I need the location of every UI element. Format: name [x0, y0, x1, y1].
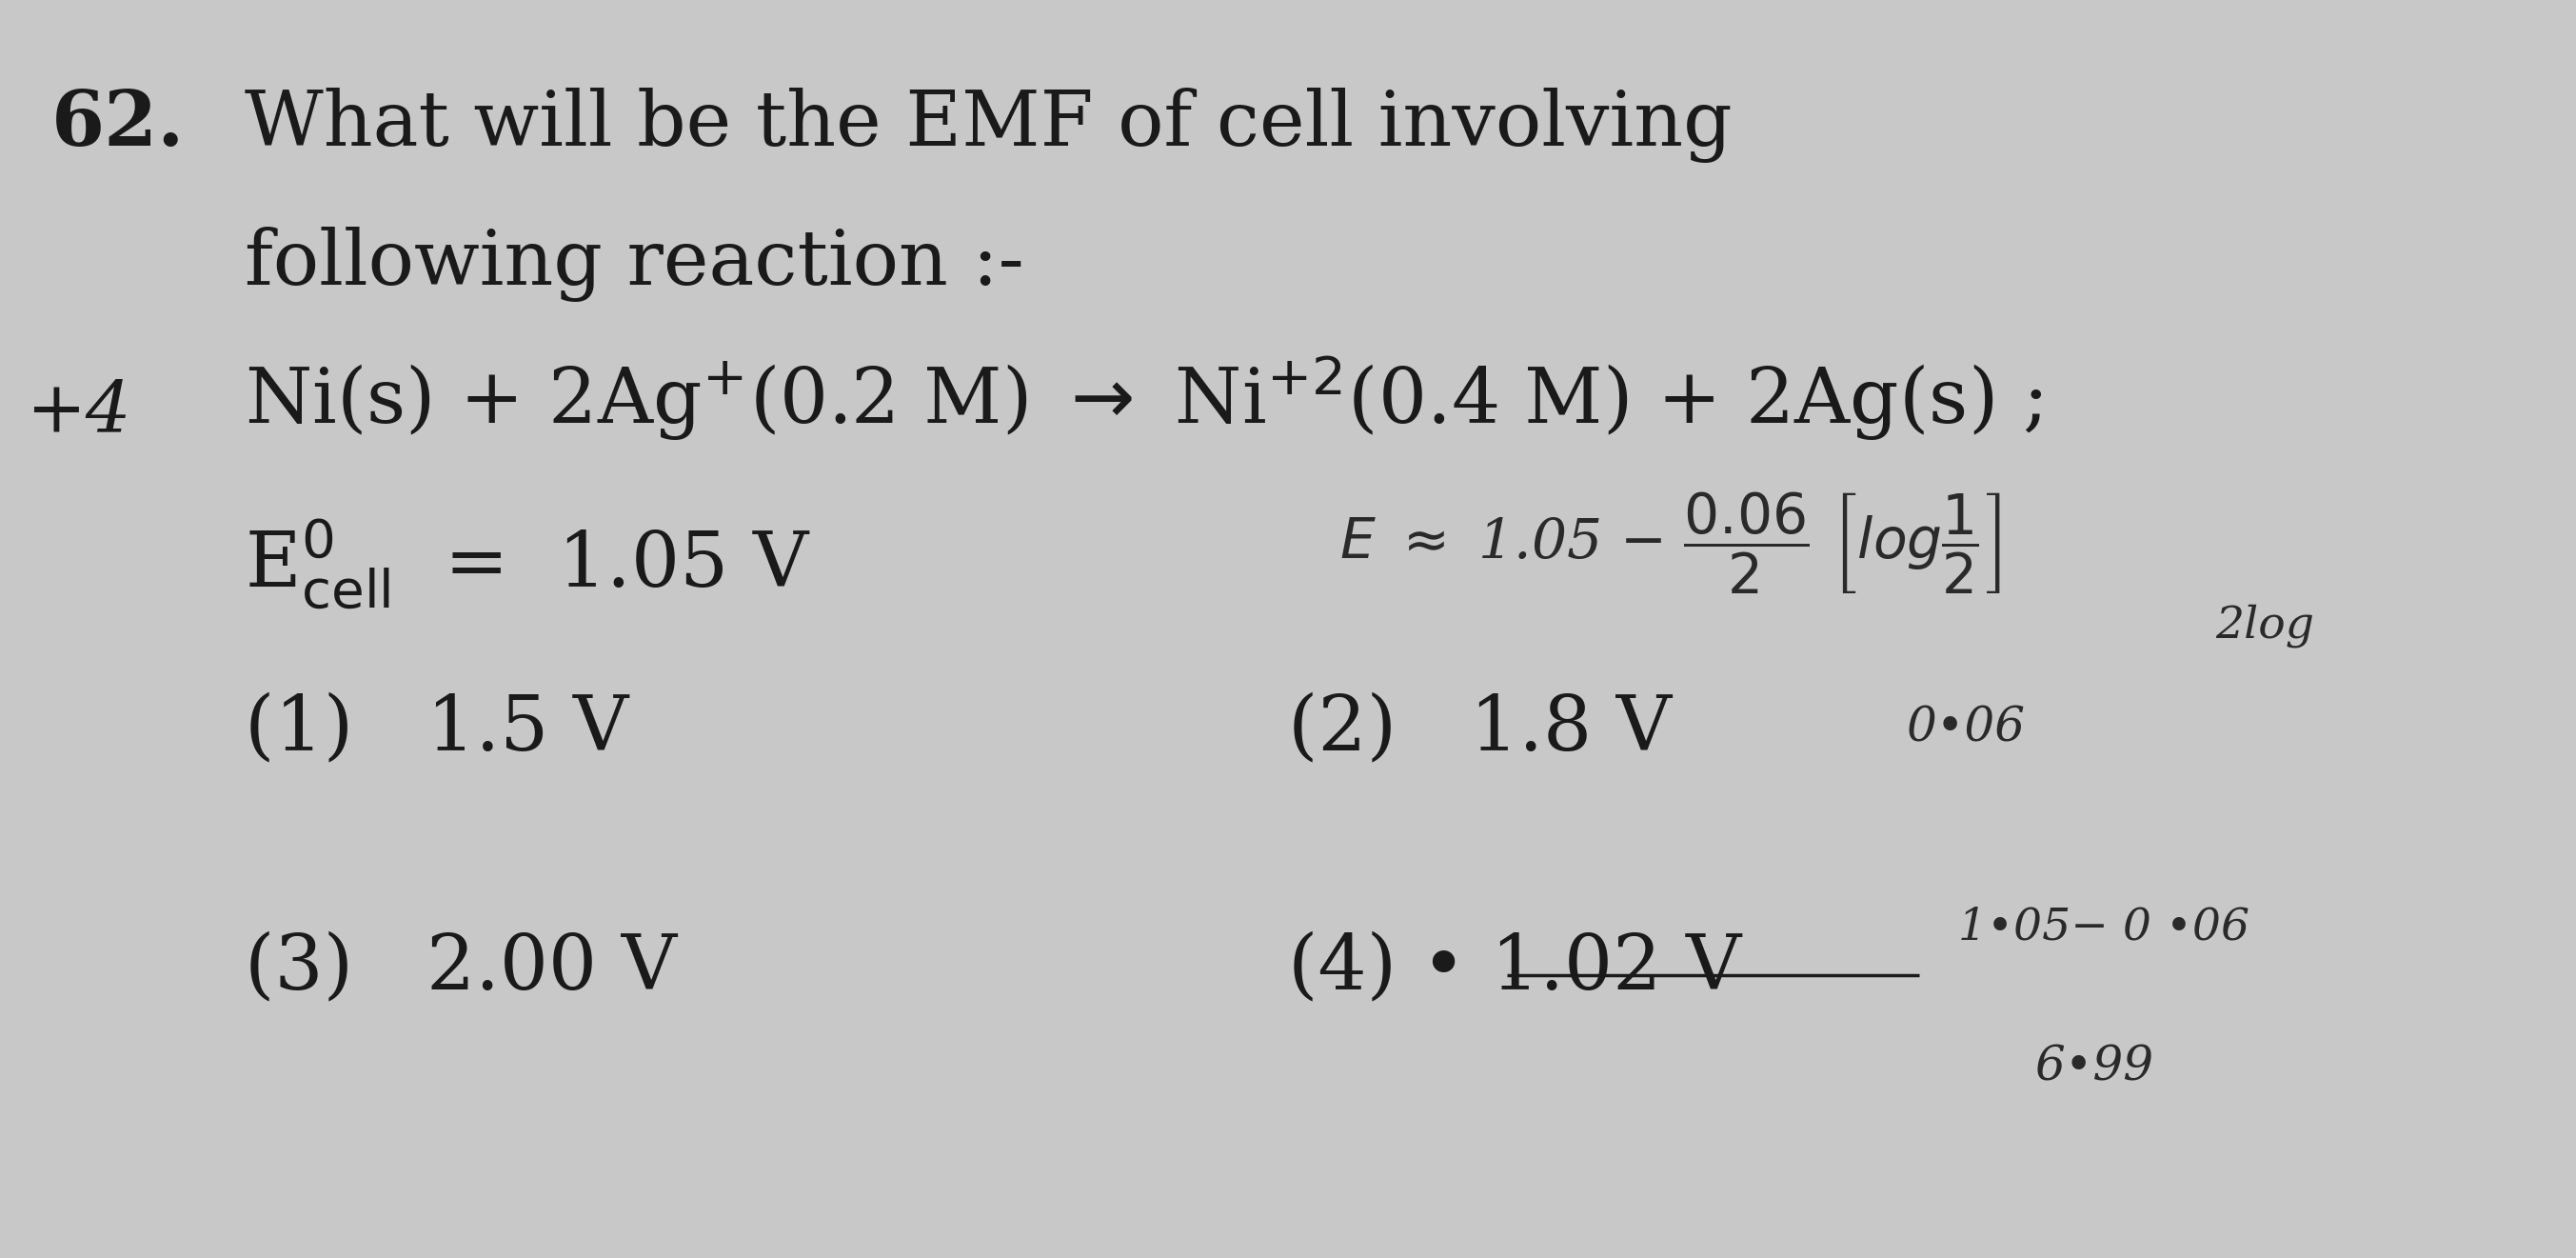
Text: Ni(s) + 2Ag$^{+}$(0.2 M) $\rightarrow$ Ni$^{+2}$(0.4 M) + 2Ag(s) ;: Ni(s) + 2Ag$^{+}$(0.2 M) $\rightarrow$ N… [245, 352, 2043, 443]
Text: 1•05− 0 •06: 1•05− 0 •06 [1958, 906, 2249, 949]
Text: (2)   1.8 V: (2) 1.8 V [1288, 692, 1672, 766]
Text: 6•99: 6•99 [2035, 1044, 2154, 1091]
Text: E$^{0}_{\mathrm{cell}}$  =  1.05 V: E$^{0}_{\mathrm{cell}}$ = 1.05 V [245, 516, 811, 613]
Text: What will be the EMF of cell involving: What will be the EMF of cell involving [245, 88, 1731, 164]
Text: $\it{E}$ $\approx$ 1.05 $-$ $\dfrac{0.06}{2}$ $\left[\mathit{log}\dfrac{1}{2}\ri: $\it{E}$ $\approx$ 1.05 $-$ $\dfrac{0.06… [1340, 491, 2002, 596]
Text: 62.: 62. [52, 88, 185, 162]
Text: 0•06: 0•06 [1906, 704, 2025, 751]
Text: following reaction :-: following reaction :- [245, 226, 1025, 302]
Text: (4) • 1.02 V: (4) • 1.02 V [1288, 931, 1741, 1005]
Text: (1)   1.5 V: (1) 1.5 V [245, 692, 629, 766]
Text: +4: +4 [26, 377, 131, 447]
Text: (3)   2.00 V: (3) 2.00 V [245, 931, 677, 1005]
Text: 2log: 2log [2215, 604, 2313, 648]
